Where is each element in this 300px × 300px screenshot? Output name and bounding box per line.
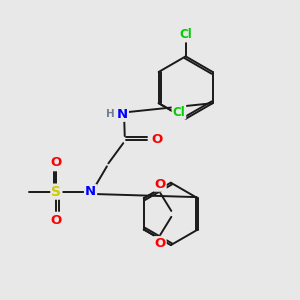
Text: O: O (154, 178, 166, 191)
Text: N: N (85, 185, 96, 198)
Text: Cl: Cl (172, 106, 185, 118)
Text: O: O (151, 133, 163, 146)
Text: O: O (51, 156, 62, 169)
Text: H: H (106, 109, 115, 119)
Text: S: S (51, 184, 62, 199)
Text: N: N (117, 108, 128, 121)
Text: O: O (154, 237, 166, 250)
Text: Cl: Cl (179, 28, 192, 41)
Text: O: O (51, 214, 62, 227)
